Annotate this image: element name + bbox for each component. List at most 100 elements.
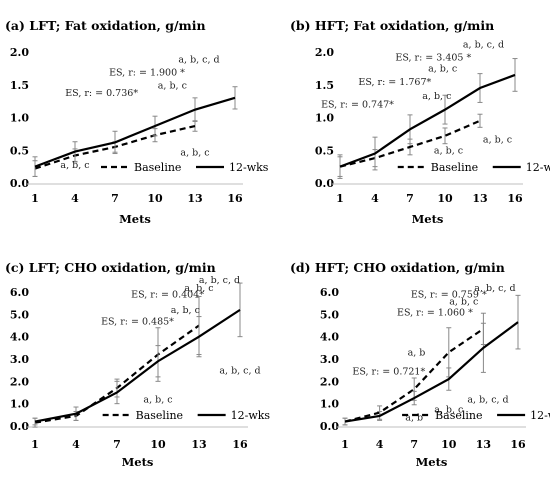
legend-label-baseline: Baseline <box>431 161 478 174</box>
annotation-label: ES, r: = 0.736* <box>65 88 138 99</box>
y-tick-label: 6.0 <box>10 286 29 299</box>
x-tick-label: 10 <box>150 438 166 451</box>
chart-title: (a) LFT; Fat oxidation, g/min <box>5 18 206 33</box>
annotation-label: ES, r: = 0.721* <box>352 367 425 378</box>
legend-label-12-wks: 12-wks <box>229 161 269 174</box>
y-tick-label: 1.0 <box>10 112 29 125</box>
x-tick-label: 4 <box>72 438 80 451</box>
y-tick-label: 0.0 <box>320 420 339 433</box>
annotation-label: ES, r: = 1.767* <box>358 77 431 88</box>
x-tick-label: 10 <box>147 192 163 205</box>
series-line <box>34 308 241 423</box>
y-tick-label: 0.5 <box>10 144 29 157</box>
annotation-label: a, b, c <box>422 91 451 102</box>
y-tick-label: 6.0 <box>320 286 339 299</box>
annotation-label: a, b, c, d <box>219 366 260 377</box>
annotation-label: a, b, c <box>60 160 89 171</box>
annotation-label: a, b, c, d <box>463 39 504 50</box>
chart-title: (d) HFT; CHO oxidation, g/min <box>290 260 505 275</box>
y-tick-label: 0.0 <box>315 177 334 190</box>
annotation-label: ES, r: = 0.759 * <box>411 290 487 301</box>
x-tick-label: 4 <box>71 192 79 205</box>
legend: Baseline 12-wks <box>101 161 269 174</box>
x-tick-label: 4 <box>376 438 384 451</box>
x-axis-label: Mets <box>416 455 448 469</box>
y-tick-label: 0.0 <box>10 420 29 433</box>
x-tick-label: 10 <box>441 438 457 451</box>
y-tick-label: 0.0 <box>10 177 29 190</box>
legend: Baseline 12-wks <box>402 409 550 422</box>
annotation-label: a, b, c <box>171 305 200 316</box>
annotation-label: a, b, c, d <box>199 275 240 286</box>
chart-title: (b) HFT; Fat oxidation, g/min <box>290 18 494 33</box>
annotation-label: ES, r: = 1.060 * <box>397 307 473 318</box>
x-tick-label: 13 <box>187 192 202 205</box>
x-tick-label: 4 <box>371 192 379 205</box>
annotation-label: a, b, c <box>143 395 172 406</box>
annotation-label: a, b, c, d <box>178 54 219 65</box>
y-tick-label: 1.5 <box>10 79 29 92</box>
chart-title: (c) LFT; CHO oxidation, g/min <box>5 260 216 275</box>
chart-panel-3: (c) LFT; CHO oxidation, g/min 0.0 1.0 2.0 3.… <box>5 260 270 469</box>
legend: Baseline 12-wks <box>102 409 270 422</box>
x-tick-label: 16 <box>227 192 243 205</box>
y-tick-label: 4.0 <box>320 331 339 344</box>
x-tick-label: 13 <box>191 438 206 451</box>
annotation-label: ES, r: = 0.485* <box>101 316 174 327</box>
y-tick-label: 3.0 <box>10 353 29 366</box>
legend-label-12-wks: 12-wks <box>530 409 550 422</box>
x-tick-label: 16 <box>232 438 248 451</box>
x-tick-label: 16 <box>507 192 523 205</box>
annotation-label: ES, r: = 0.747* <box>321 100 394 111</box>
y-tick-label: 5.0 <box>320 308 339 321</box>
legend-label-12-wks: 12-wks <box>526 161 550 174</box>
y-tick-label: 4.0 <box>10 331 29 344</box>
legend-label-baseline: Baseline <box>136 409 183 422</box>
chart-panel-2: (b) HFT; Fat oxidation, g/min 0.0 0.5 1.0 1.… <box>290 18 550 226</box>
annotation-label: ES, r: = 0.404* <box>131 290 204 301</box>
series-line <box>344 321 519 423</box>
y-tick-label: 0.5 <box>315 144 334 157</box>
x-tick-label: 7 <box>406 192 414 205</box>
annotation-label: a, b, c <box>184 283 213 294</box>
series-line <box>34 96 236 168</box>
annotation-label: a, b <box>405 412 423 423</box>
y-tick-label: 2.0 <box>320 375 339 388</box>
y-tick-label: 1.0 <box>315 112 334 125</box>
x-axis-label: Mets <box>412 212 444 226</box>
x-tick-label: 16 <box>510 438 526 451</box>
x-axis-label: Mets <box>122 455 154 469</box>
x-tick-label: 1 <box>31 192 39 205</box>
y-tick-label: 2.0 <box>10 46 29 59</box>
x-tick-label: 13 <box>472 192 487 205</box>
legend: Baseline 12-wks <box>397 161 550 174</box>
x-tick-label: 10 <box>437 192 453 205</box>
legend-label-baseline: Baseline <box>134 161 181 174</box>
x-tick-label: 7 <box>410 438 418 451</box>
y-tick-label: 1.0 <box>320 398 339 411</box>
series-line <box>339 119 481 168</box>
annotation-label: a, b, c, d <box>474 283 515 294</box>
legend-label-baseline: Baseline <box>435 409 482 422</box>
annotation-label: a, b <box>408 348 426 359</box>
x-tick-label: 7 <box>113 438 121 451</box>
annotation-label: a, b, c <box>434 405 463 416</box>
x-tick-label: 1 <box>336 192 344 205</box>
annotation-label: a, b, c <box>158 81 187 92</box>
chart-panel-4: (d) HFT; CHO oxidation, g/min 0.0 1.0 2.0 3.… <box>290 260 550 469</box>
annotation-label: ES, r: = 3.405 * <box>395 53 471 64</box>
x-axis-label: Mets <box>119 212 151 226</box>
series-line <box>339 73 516 168</box>
x-tick-label: 7 <box>111 192 119 205</box>
x-tick-label: 1 <box>341 438 349 451</box>
y-tick-label: 3.0 <box>320 353 339 366</box>
annotation-label: a, b, c <box>483 134 512 145</box>
series-12-wks <box>32 282 243 426</box>
series-12-wks <box>32 86 238 177</box>
annotation-label: a, b, c <box>428 64 457 75</box>
series-12-wks <box>342 294 521 426</box>
series-12-wks <box>337 58 518 179</box>
y-tick-label: 5.0 <box>10 308 29 321</box>
chart-panel-1: (a) LFT; Fat oxidation, g/min 0.0 0.5 1.0 1.… <box>5 18 269 226</box>
